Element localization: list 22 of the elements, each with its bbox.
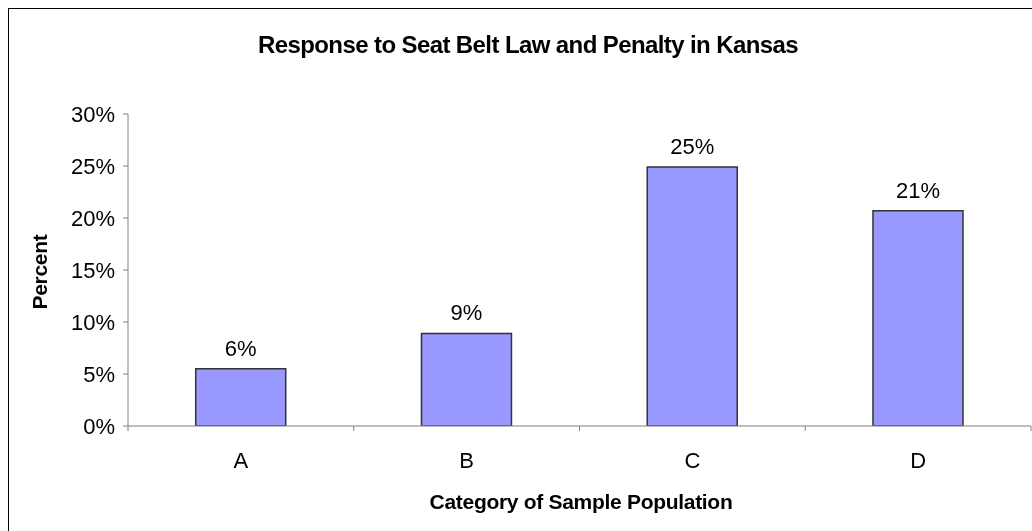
bar <box>872 209 964 426</box>
y-tick-label: 0% <box>83 413 115 439</box>
data-label: 21% <box>895 177 940 203</box>
y-tick-label: 20% <box>70 205 115 231</box>
data-label: 6% <box>224 335 257 361</box>
data-label: 25% <box>670 134 715 160</box>
y-tick-label: 25% <box>70 153 115 179</box>
bar <box>194 368 287 426</box>
y-tick-label: 5% <box>83 361 115 387</box>
x-tick-label: B <box>459 447 474 473</box>
y-axis-title: Percent <box>28 234 52 310</box>
data-label: 9% <box>450 300 483 326</box>
x-tick-label: D <box>910 447 927 473</box>
y-tick-label: 15% <box>70 257 115 283</box>
x-axis-title: Category of Sample Population <box>428 490 734 514</box>
y-tick-label: 10% <box>70 309 115 335</box>
x-tick-label: C <box>684 447 701 473</box>
y-tick-label: 30% <box>70 101 115 127</box>
bar <box>420 332 513 426</box>
chart-title: Response to Seat Belt Law and Penalty in Kansas <box>257 31 799 59</box>
bar <box>646 166 738 426</box>
x-tick-label: A <box>233 447 249 473</box>
